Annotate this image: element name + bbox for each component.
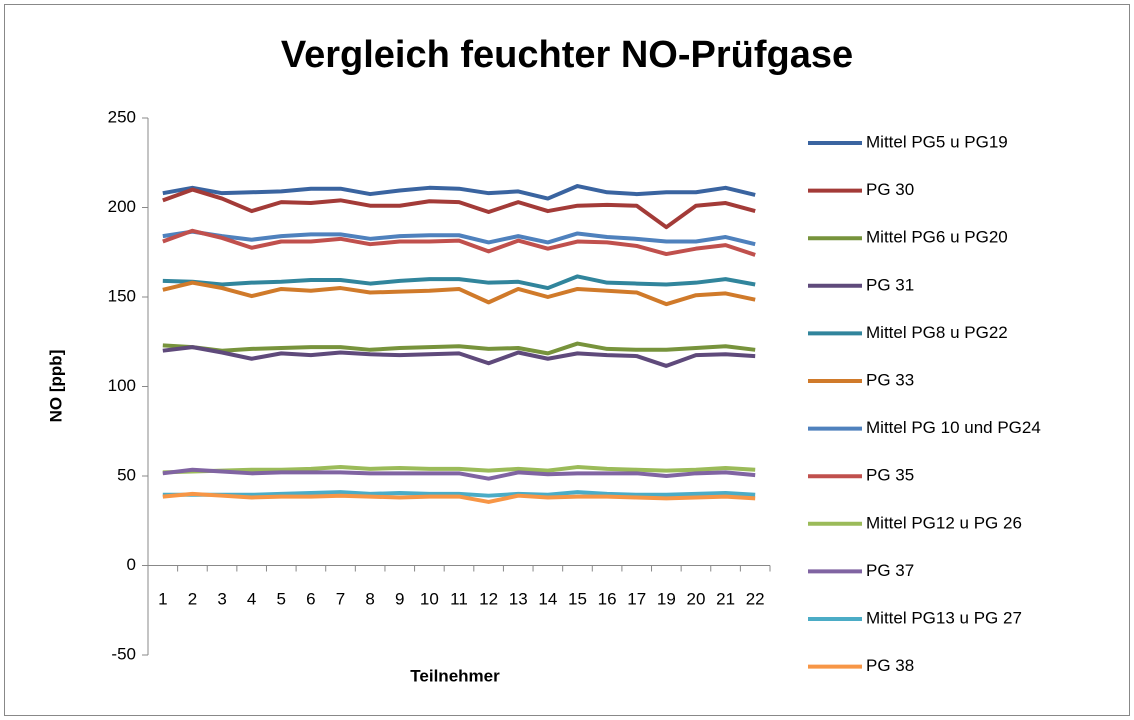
- x-tick-label: 17: [627, 589, 646, 608]
- legend-label: PG 33: [866, 370, 914, 389]
- series-line: [162, 341, 756, 356]
- series-line: [162, 187, 756, 230]
- x-tick-label: 1: [158, 589, 167, 608]
- legend-label: PG 37: [866, 561, 914, 580]
- x-tick-label: 19: [657, 589, 676, 608]
- chart-title: Vergleich feuchter NO-Prüfgase: [281, 34, 853, 76]
- series-line: [162, 491, 756, 504]
- legend-label: Mittel PG5 u PG19: [866, 132, 1008, 151]
- legend-label: PG 35: [866, 466, 914, 485]
- y-tick-label: 50: [117, 465, 136, 484]
- x-tick-label: 13: [509, 589, 528, 608]
- legend-label: Mittel PG6 u PG20: [866, 228, 1008, 247]
- series-line: [162, 184, 756, 201]
- x-tick-label: 4: [247, 589, 256, 608]
- x-tick-label: 16: [598, 589, 617, 608]
- x-tick-label: 20: [686, 589, 705, 608]
- x-tick-label: 22: [746, 589, 765, 608]
- legend-label: Mittel PG13 u PG 27: [866, 608, 1022, 627]
- x-axis-label: Teilnehmer: [410, 666, 500, 685]
- x-tick-label: 11: [450, 589, 468, 608]
- series-line: [162, 280, 756, 307]
- x-tick-label: 14: [538, 589, 557, 608]
- legend-label: Mittel PG 10 und PG24: [866, 418, 1041, 437]
- x-tick-label: 10: [420, 589, 439, 608]
- legend-label: Mittel PG8 u PG22: [866, 323, 1008, 342]
- legend-label: Mittel PG12 u PG 26: [866, 513, 1022, 532]
- series-line: [162, 490, 756, 498]
- series-line: [162, 228, 756, 257]
- x-tick-label: 9: [395, 589, 404, 608]
- y-tick-label: 200: [108, 197, 136, 216]
- series-line: [162, 274, 756, 291]
- x-tick-label: 2: [188, 589, 197, 608]
- series-line: [162, 345, 756, 368]
- y-tick-label: -50: [111, 644, 136, 663]
- x-tick-label: 12: [479, 589, 498, 608]
- series-line: [162, 467, 756, 481]
- x-tick-label: 7: [336, 589, 345, 608]
- series-line: [162, 229, 756, 247]
- y-tick-label: 100: [108, 376, 136, 395]
- x-tick-label: 15: [568, 589, 587, 608]
- series-line: [162, 465, 756, 475]
- y-tick-label: 150: [108, 286, 136, 305]
- y-tick-label: 0: [127, 555, 136, 574]
- x-tick-label: 6: [306, 589, 315, 608]
- y-axis-label: NO [ppb]: [46, 350, 65, 423]
- x-tick-label: 3: [217, 589, 226, 608]
- y-tick-label: 250: [108, 107, 136, 126]
- legend-label: PG 38: [866, 656, 914, 675]
- chart-frame: [4, 4, 1130, 716]
- legend-label: PG 30: [866, 180, 914, 199]
- legend-label: PG 31: [866, 275, 914, 294]
- x-tick-label: 5: [277, 589, 286, 608]
- x-tick-label: 8: [365, 589, 374, 608]
- x-tick-label: 21: [716, 589, 735, 608]
